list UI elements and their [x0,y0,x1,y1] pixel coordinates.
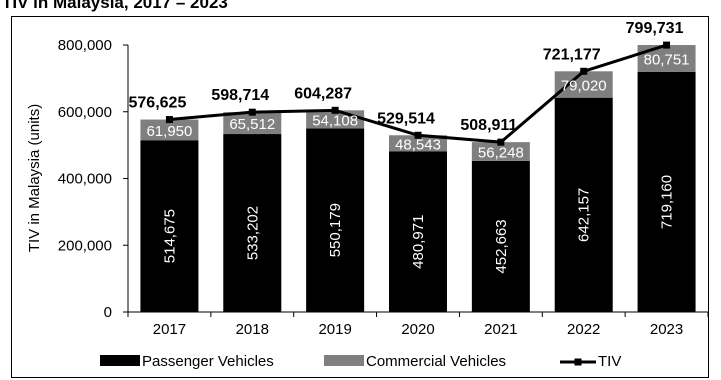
y-tick-label: 800,000 [58,37,112,54]
passenger-value-label: 533,202 [244,206,261,260]
commercial-value-label: 65,512 [229,116,275,133]
tiv-marker [580,67,588,75]
legend-marker-tiv [574,358,582,366]
commercial-value-label: 61,950 [146,123,192,140]
passenger-value-label: 719,160 [659,175,676,229]
tiv-value-label: 576,625 [129,95,187,112]
tiv-value-label: 508,911 [460,117,517,134]
passenger-bar [554,97,613,312]
legend-label-tiv: TIV [598,353,621,370]
commercial-bar [554,71,613,98]
y-tick-label: 200,000 [58,237,112,254]
commercial-value-label: 48,543 [395,136,441,153]
x-tick-label: 2019 [318,321,351,338]
passenger-value-label: 642,157 [576,188,593,242]
tiv-marker [663,41,671,49]
tiv-value-label: 598,714 [211,87,269,104]
commercial-bar [637,45,696,72]
passenger-bar [637,71,696,312]
legend-label-commercial: Commercial Vehicles [366,353,506,370]
passenger-bar [140,140,199,312]
tiv-value-label: 604,287 [294,85,352,102]
tiv-value-label: 799,731 [626,20,684,37]
tiv-marker [497,138,505,146]
tiv-value-label: 721,177 [543,46,601,63]
commercial-bar [223,112,282,135]
passenger-value-label: 550,179 [327,203,344,257]
legend-label-passenger: Passenger Vehicles [142,353,274,370]
commercial-bar [140,119,199,141]
x-tick-label: 2023 [650,321,683,338]
x-tick-label: 2017 [153,321,186,338]
tiv-marker [331,106,339,114]
y-tick-label: 0 [104,304,112,321]
tiv-line-group [165,41,671,146]
x-tick-label: 2018 [236,321,269,338]
commercial-value-label: 54,108 [312,112,358,129]
tiv-marker [248,108,256,116]
y-tick-label: 600,000 [58,104,112,121]
x-tick-label: 2021 [484,321,517,338]
tiv-marker [414,131,422,139]
chart-frame [11,16,709,378]
commercial-value-label: 80,751 [644,52,690,69]
passenger-value-label: 480,971 [410,215,427,269]
passenger-bar [389,151,447,312]
tiv-marker [165,116,173,124]
chart-title: TIV in Malaysia, 2017 – 2023 [2,0,228,12]
legend: Passenger Vehicles Commercial Vehicles TIV [100,353,621,370]
passenger-bar [471,160,530,312]
legend-swatch-passenger [100,355,140,366]
passenger-bar [223,134,282,312]
y-axis-title: TIV in Malaysia (units) [26,104,43,252]
passenger-value-label: 514,675 [161,209,178,263]
commercial-bar [471,142,530,161]
x-tick-label: 2022 [567,321,600,338]
legend-swatch-commercial [324,355,364,366]
y-tick-label: 400,000 [58,171,112,188]
passenger-bar [306,128,365,312]
commercial-value-label: 79,020 [561,77,607,94]
passenger-value-label: 452,663 [493,219,510,273]
data-labels: 514,675 61,950 533,202 65,512 550,179 54,108 4… [129,20,690,273]
commercial-bar [389,135,447,152]
bars [140,45,696,312]
tiv-value-label: 529,514 [377,110,435,127]
commercial-value-label: 56,248 [478,145,524,162]
x-tick-label: 2020 [401,321,434,338]
